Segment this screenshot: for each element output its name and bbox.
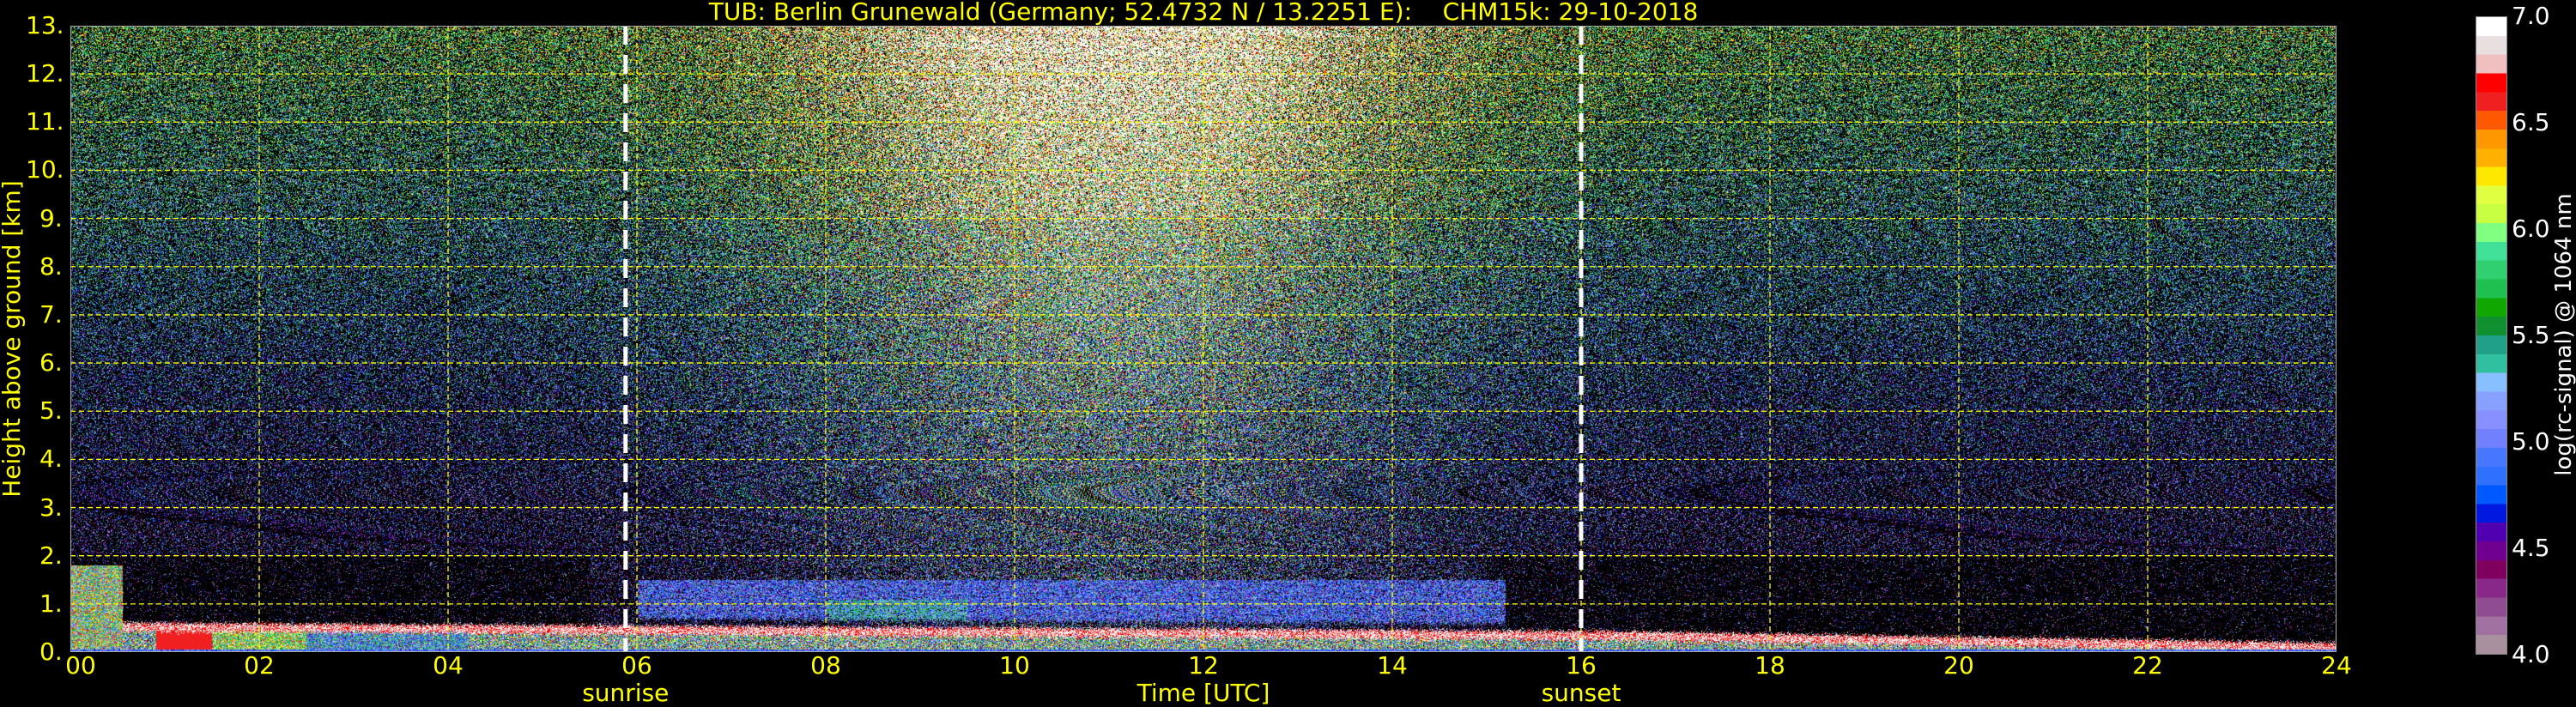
y-tick-label: 2.: [39, 541, 63, 570]
y-tick-label: 10.: [26, 155, 64, 184]
sunrise-label: sunrise: [582, 679, 670, 707]
y-tick-label: 4.: [39, 444, 63, 474]
x-tick-label: 04: [433, 651, 464, 680]
y-tick-label: 9.: [39, 203, 63, 233]
x-tick-label: 14: [1377, 651, 1408, 680]
x-tick-label: 08: [810, 651, 841, 680]
colorbar-tick-label: 5.5: [2512, 321, 2550, 349]
y-axis-label: Height above ground [km]: [0, 180, 26, 498]
x-tick-label: 24: [2321, 651, 2352, 680]
colorbar-tick-label: 4.0: [2512, 640, 2550, 668]
y-tick-label: 1.: [39, 589, 63, 618]
y-tick-label: 7.: [39, 299, 63, 329]
x-tick-label: 06: [621, 651, 652, 680]
x-tick-label: 20: [1943, 651, 1974, 680]
chart-title: TUB: Berlin Grunewald (Germany; 52.4732 …: [708, 0, 1699, 26]
x-tick-label: 18: [1755, 651, 1785, 680]
y-tick-label: 3.: [39, 492, 63, 522]
plot-overlay: [70, 26, 2337, 652]
colorbar-tick-label: 5.0: [2512, 427, 2550, 456]
x-tick-label: 02: [244, 651, 275, 680]
sunset-label: sunset: [1541, 679, 1621, 707]
colorbar-tick-label: 4.5: [2512, 534, 2550, 562]
y-tick-label: 12.: [26, 59, 64, 88]
y-tick-label: 11.: [26, 107, 64, 136]
x-axis-label: Time [UTC]: [1136, 679, 1270, 707]
y-tick-label: 8.: [39, 251, 63, 281]
y-tick-label: 0.: [39, 638, 63, 666]
plot-area: [70, 26, 2337, 652]
plot-frame: [70, 26, 2337, 652]
y-tick-label: 13.: [26, 11, 64, 39]
y-tick-label: 5.: [39, 396, 63, 426]
x-tick-label: 00: [65, 651, 96, 680]
x-tick-label: 10: [999, 651, 1030, 680]
x-tick-label: 12: [1188, 651, 1219, 680]
x-tick-label: 16: [1566, 651, 1597, 680]
colorbar-tick-label: 6.5: [2512, 108, 2550, 136]
colorbar-tick-label: 7.0: [2512, 2, 2550, 30]
y-tick-label: 6.: [39, 348, 63, 378]
colorbar-label: log(rc-signal) @ 1064 nm: [2551, 193, 2576, 476]
x-tick-label: 22: [2132, 651, 2163, 680]
colorbar: [2476, 16, 2507, 655]
colorbar-tick-label: 6.0: [2512, 215, 2550, 243]
